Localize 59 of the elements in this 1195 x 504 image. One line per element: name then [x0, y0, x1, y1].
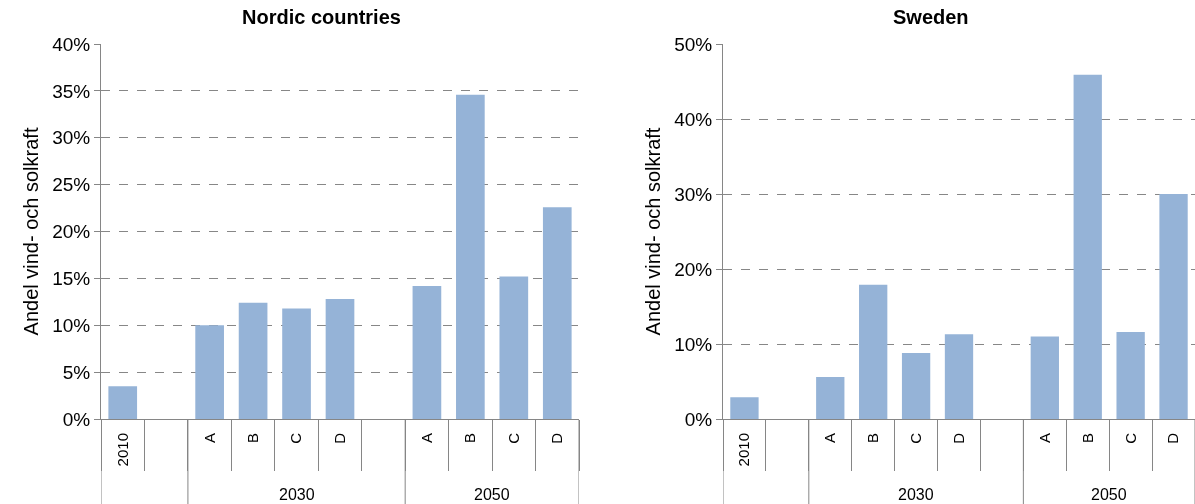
y-tick-label: 0%	[62, 408, 91, 430]
bar	[412, 285, 442, 419]
y-tick-label: 40%	[52, 33, 91, 55]
text: 2030	[279, 486, 315, 503]
x-tick-label: B	[1078, 433, 1096, 444]
bar	[859, 284, 888, 419]
bar	[325, 299, 355, 419]
bar	[542, 207, 572, 419]
x-tick-label: B	[243, 433, 261, 444]
bar	[499, 276, 529, 419]
bar	[282, 308, 311, 419]
y-tick-label: 20%	[674, 258, 713, 280]
x-tick-label: A	[1035, 433, 1053, 444]
x-tick-label: C	[906, 432, 924, 444]
bar	[1073, 74, 1102, 419]
text: 2050	[1091, 486, 1127, 503]
bar	[1159, 194, 1188, 419]
x-tick-label: C	[1121, 432, 1139, 444]
x-tick-label: D	[548, 432, 566, 444]
y-tick-label: 25%	[52, 174, 91, 196]
y-tick-label: 30%	[52, 127, 91, 149]
bar	[456, 94, 485, 419]
x-tick-label: B	[864, 433, 882, 444]
x-tick-label: A	[200, 433, 218, 444]
bar	[238, 302, 268, 419]
y-axis-title: Andel vind- och solkraft	[19, 127, 42, 336]
x-tick-label: D	[330, 432, 348, 444]
bar	[1116, 332, 1145, 419]
bar	[730, 397, 759, 419]
x-tick-label: C	[504, 432, 522, 444]
x-tick-label: C	[287, 432, 305, 444]
bar	[816, 377, 845, 419]
x-tick-label: 2010	[113, 433, 131, 467]
bar	[195, 325, 224, 419]
bar	[1030, 336, 1059, 419]
y-tick-label: 50%	[674, 33, 713, 55]
x-tick-label: A	[821, 433, 839, 444]
y-tick-label: 0%	[684, 408, 713, 430]
y-tick-label: 40%	[674, 108, 713, 130]
bar	[108, 386, 138, 419]
x-tick-label: B	[461, 433, 479, 444]
y-tick-label: 35%	[52, 80, 91, 102]
x-tick-label: D	[1164, 432, 1182, 444]
bar	[901, 353, 931, 419]
x-tick-label: A	[417, 433, 435, 444]
y-tick-label: 10%	[52, 314, 91, 336]
text: 2030	[898, 486, 934, 503]
bar	[944, 334, 974, 419]
y-tick-label: 30%	[674, 183, 713, 205]
x-tick-label: 2010	[735, 433, 753, 467]
y-tick-label: 10%	[674, 333, 713, 355]
y-tick-label: 5%	[62, 361, 91, 383]
y-axis-title: Andel vind- och solkraft	[641, 127, 664, 336]
chart-title: Nordic countries	[242, 6, 401, 28]
chart-title: Sweden	[893, 6, 969, 28]
text: 2050	[474, 486, 510, 503]
x-tick-label: D	[949, 432, 967, 444]
y-tick-label: 15%	[52, 268, 91, 290]
y-tick-label: 20%	[52, 221, 91, 243]
